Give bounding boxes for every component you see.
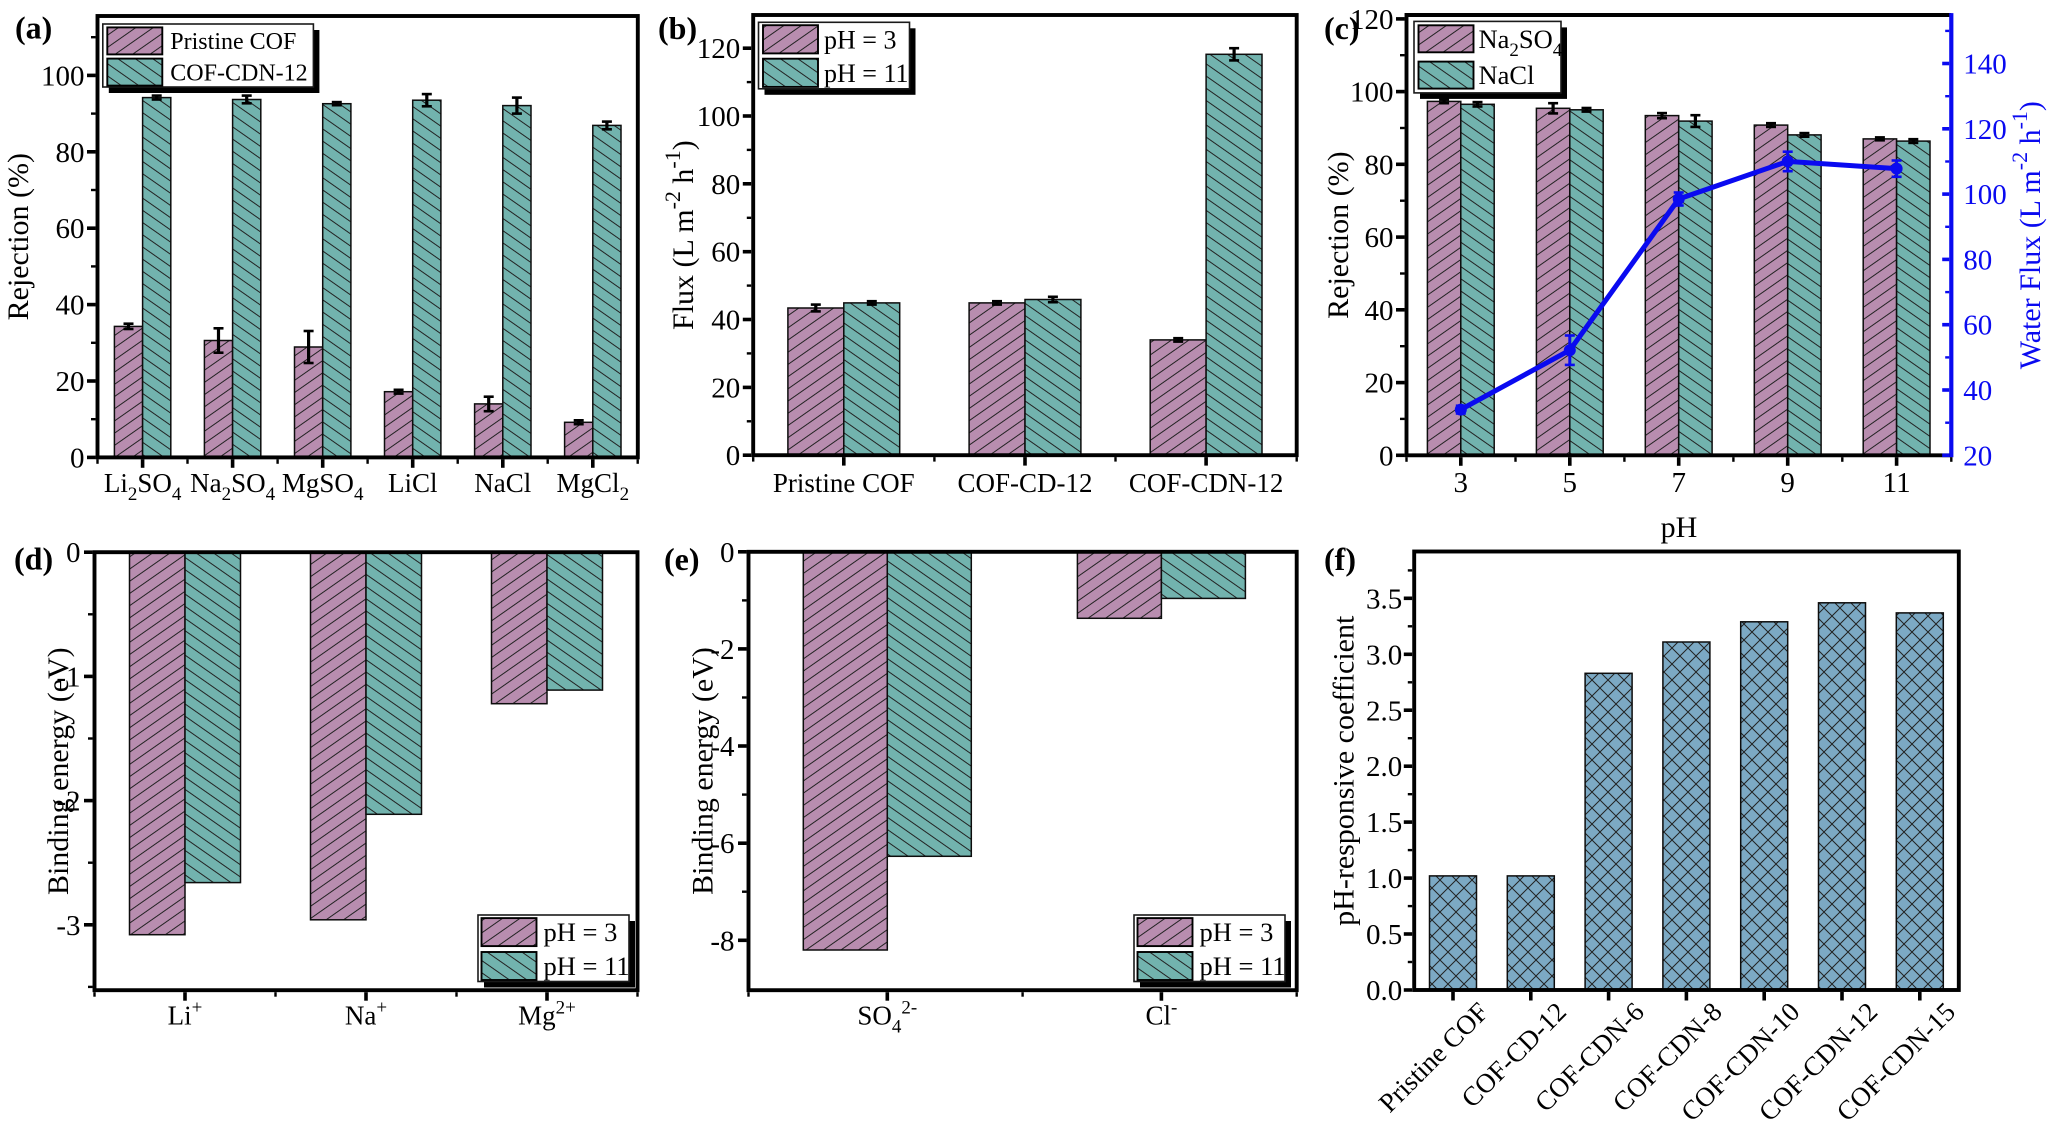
- svg-text:Flux (L m-2 h-1): Flux (L m-2 h-1): [660, 140, 700, 330]
- svg-text:pH = 11: pH = 11: [824, 59, 908, 88]
- svg-text:pH = 3: pH = 3: [1200, 917, 1274, 947]
- svg-text:0.5: 0.5: [1366, 919, 1402, 951]
- svg-text:20: 20: [1365, 368, 1394, 400]
- svg-text:NaCl: NaCl: [474, 468, 531, 498]
- svg-text:0: 0: [66, 537, 81, 569]
- svg-text:100: 100: [1963, 179, 2007, 211]
- svg-text:Rejection (%): Rejection (%): [1322, 151, 1355, 318]
- svg-text:5: 5: [1563, 467, 1578, 499]
- svg-text:Li+: Li+: [168, 998, 203, 1031]
- svg-text:2.5: 2.5: [1366, 695, 1402, 727]
- svg-text:80: 80: [1963, 244, 1992, 276]
- svg-text:MgSO4: MgSO4: [282, 468, 364, 505]
- svg-text:20: 20: [56, 366, 85, 398]
- svg-text:pH = 3: pH = 3: [824, 25, 896, 54]
- svg-text:-1: -1: [56, 661, 80, 693]
- svg-text:140: 140: [1963, 49, 2007, 81]
- svg-text:120: 120: [1350, 4, 1394, 36]
- svg-text:60: 60: [1365, 222, 1394, 254]
- svg-text:0: 0: [726, 440, 741, 472]
- svg-text:40: 40: [1963, 375, 1992, 407]
- svg-text:80: 80: [56, 137, 85, 169]
- svg-text:60: 60: [711, 237, 740, 269]
- svg-text:(b): (b): [658, 10, 697, 46]
- svg-text:-8: -8: [710, 925, 734, 957]
- svg-text:-2: -2: [56, 786, 80, 818]
- svg-text:7: 7: [1671, 467, 1686, 499]
- svg-text:-6: -6: [710, 828, 734, 860]
- svg-text:1.0: 1.0: [1366, 863, 1402, 895]
- svg-text:100: 100: [697, 101, 741, 133]
- svg-text:100: 100: [41, 60, 85, 92]
- svg-text:(d): (d): [14, 541, 53, 577]
- svg-text:100: 100: [1350, 77, 1394, 109]
- svg-text:120: 120: [1963, 114, 2007, 146]
- svg-text:pH = 3: pH = 3: [544, 917, 618, 947]
- svg-text:Pristine COF: Pristine COF: [170, 29, 296, 55]
- svg-text:0: 0: [720, 537, 735, 569]
- svg-text:COF-CDN-12: COF-CDN-12: [1129, 468, 1284, 498]
- svg-text:-3: -3: [56, 910, 80, 942]
- svg-text:1.5: 1.5: [1366, 807, 1402, 839]
- svg-text:9: 9: [1780, 467, 1795, 499]
- svg-text:0.0: 0.0: [1366, 975, 1402, 1007]
- svg-text:Water Flux (L m-2 h-1): Water Flux (L m-2 h-1): [2007, 101, 2047, 369]
- svg-text:SO42-: SO42-: [857, 998, 917, 1038]
- svg-text:20: 20: [711, 372, 740, 404]
- svg-text:Na+: Na+: [345, 998, 387, 1031]
- svg-text:(e): (e): [664, 541, 700, 577]
- svg-text:11: 11: [1883, 467, 1911, 499]
- svg-text:Na2SO4: Na2SO4: [190, 468, 276, 505]
- svg-text:40: 40: [1365, 295, 1394, 327]
- svg-text:Na2SO4: Na2SO4: [1479, 24, 1563, 61]
- svg-text:NaCl: NaCl: [1479, 60, 1535, 90]
- svg-text:-2: -2: [710, 634, 734, 666]
- svg-text:COF-CDN-12: COF-CDN-12: [170, 60, 307, 86]
- svg-text:20: 20: [1963, 440, 1992, 472]
- svg-text:40: 40: [56, 290, 85, 322]
- svg-text:60: 60: [56, 213, 85, 245]
- svg-text:120: 120: [697, 33, 741, 65]
- svg-text:(a): (a): [15, 10, 52, 46]
- svg-text:Binding energy (eV): Binding energy (eV): [42, 647, 75, 895]
- svg-text:3: 3: [1454, 467, 1469, 499]
- svg-text:Rejection (%): Rejection (%): [2, 153, 35, 320]
- svg-text:80: 80: [1365, 149, 1394, 181]
- svg-text:40: 40: [711, 305, 740, 337]
- svg-text:MgCl2: MgCl2: [557, 468, 630, 505]
- svg-text:pH = 11: pH = 11: [1200, 951, 1286, 981]
- svg-text:80: 80: [711, 169, 740, 201]
- svg-text:pH = 11: pH = 11: [544, 951, 630, 981]
- svg-text:(f): (f): [1324, 541, 1356, 577]
- svg-text:Binding energy (eV): Binding energy (eV): [687, 647, 720, 895]
- svg-text:3.0: 3.0: [1366, 639, 1402, 671]
- svg-text:3.5: 3.5: [1366, 583, 1402, 615]
- svg-text:COF-CD-12: COF-CD-12: [957, 468, 1092, 498]
- svg-text:2.0: 2.0: [1366, 751, 1402, 783]
- svg-text:0: 0: [1379, 440, 1394, 472]
- svg-text:Mg2+: Mg2+: [518, 998, 576, 1031]
- svg-text:pH: pH: [1661, 511, 1698, 544]
- svg-text:LiCl: LiCl: [388, 468, 438, 498]
- svg-text:60: 60: [1963, 310, 1992, 342]
- svg-text:Cl-: Cl-: [1145, 998, 1177, 1031]
- svg-text:pH-responsive coefficient: pH-responsive coefficient: [1328, 615, 1361, 926]
- svg-text:Pristine COF: Pristine COF: [773, 468, 915, 498]
- svg-text:-4: -4: [710, 731, 735, 763]
- svg-text:0: 0: [70, 442, 85, 474]
- svg-text:Li2SO4: Li2SO4: [104, 468, 182, 505]
- svg-text:(c): (c): [1324, 10, 1360, 46]
